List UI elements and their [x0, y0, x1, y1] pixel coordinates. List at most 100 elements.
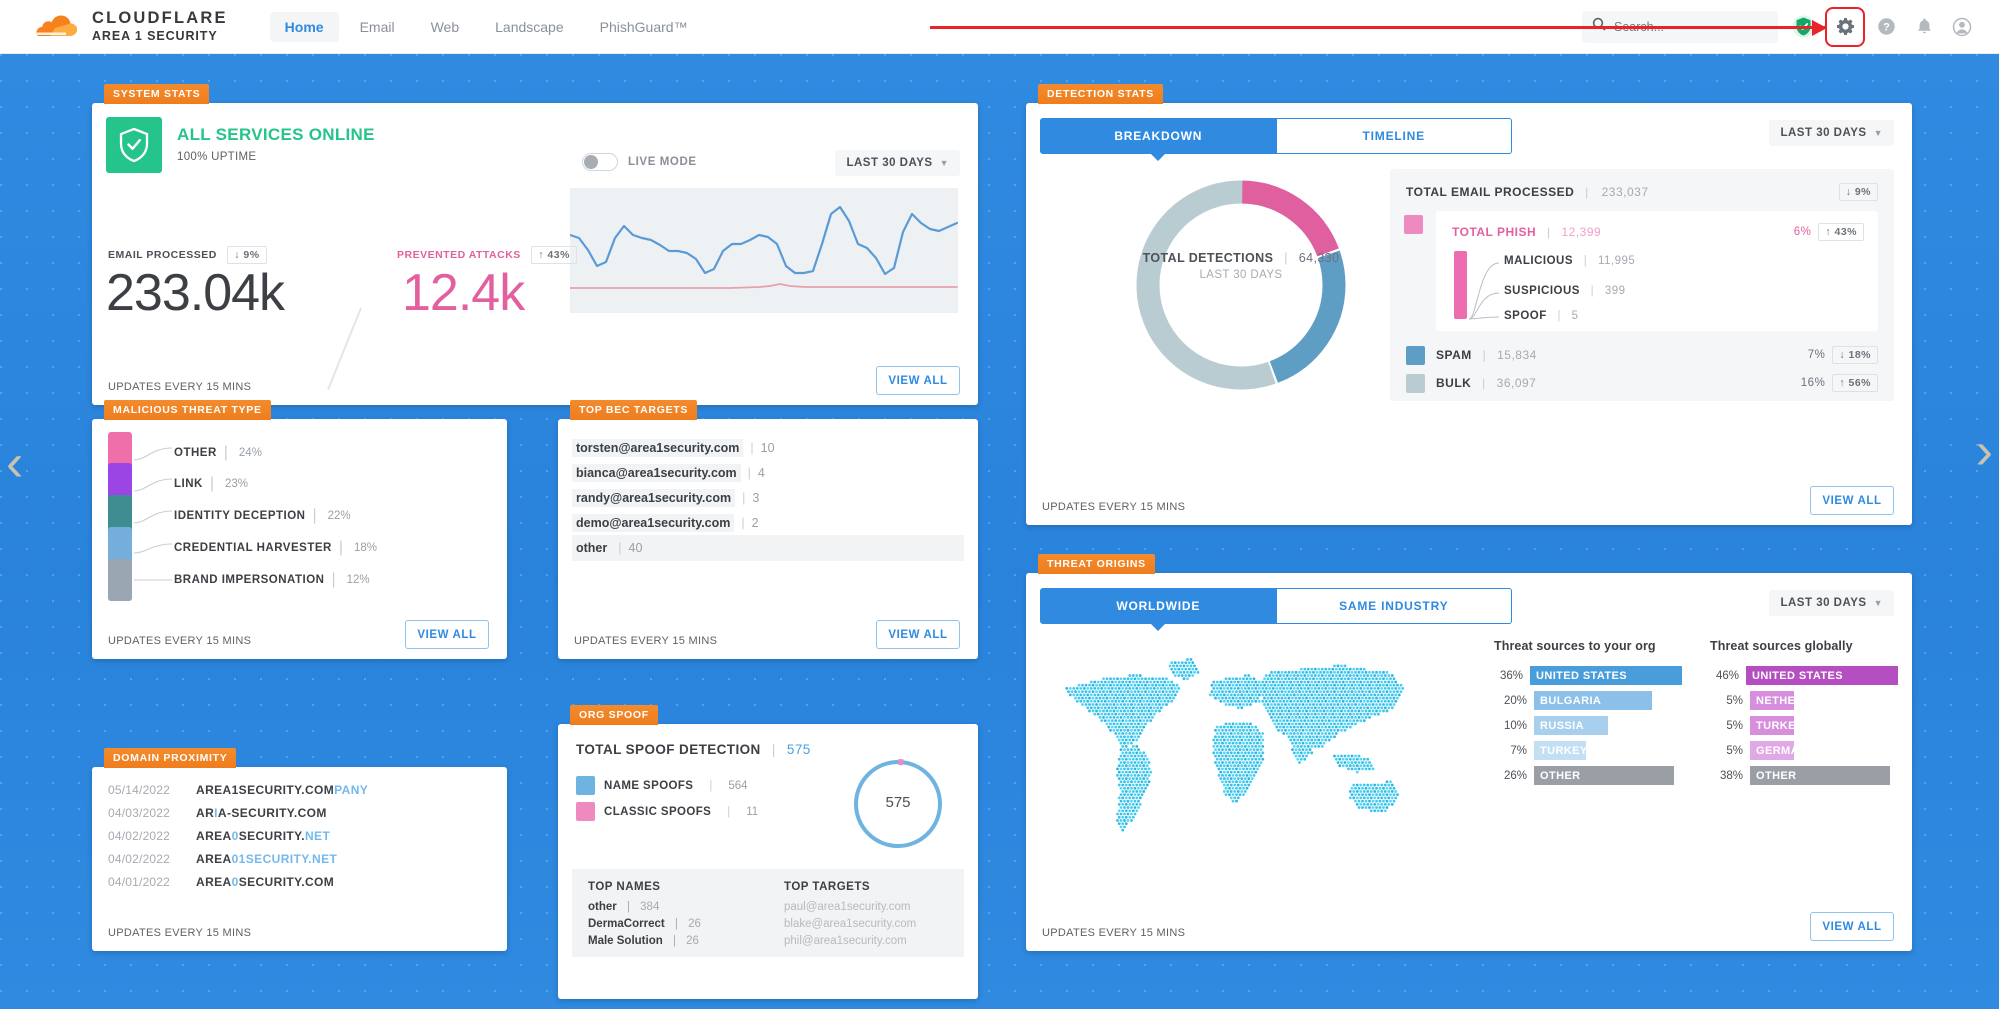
live-mode-control[interactable]: LIVE MODE: [582, 153, 697, 171]
top-target-item: blake@area1security.com: [784, 918, 917, 930]
system-stats-card: SYSTEM STATS ALL SERVICES ONLINE 100% UP…: [92, 84, 978, 405]
detection-stats-donut-chart: [1131, 175, 1351, 395]
gear-icon[interactable]: [1825, 6, 1865, 47]
top-names-header: TOP NAMES: [588, 881, 661, 893]
domain-proximity-row[interactable]: 05/14/2022 AREA1SECURITY.COMPANY: [108, 783, 368, 797]
carousel-prev-arrow[interactable]: ‹: [6, 434, 24, 492]
bulk-delta-badge: ↑ 56%: [1832, 374, 1878, 392]
tab-worldwide[interactable]: WORLDWIDE: [1040, 588, 1277, 631]
threat-origins-range-dropdown[interactable]: LAST 30 DAYS ▼: [1769, 590, 1894, 616]
malicious-threat-type-view-all-button[interactable]: VIEW ALL: [405, 620, 489, 649]
threat-source-bar: BULGARIA: [1534, 691, 1652, 710]
phish-child-spoof: SPOOF | 5: [1504, 310, 1579, 322]
threat-source-pct: 5%: [1726, 719, 1743, 732]
top-bec-targets-tag: TOP BEC TARGETS: [570, 400, 698, 420]
bec-target-row[interactable]: torsten@area1security.com | 10: [572, 435, 964, 461]
domain-date: 04/03/2022: [108, 806, 171, 820]
cloudflare-cloud-icon: [26, 12, 82, 42]
total-spoof-detection-title: TOTAL SPOOF DETECTION | 575: [576, 742, 811, 757]
spoof-legend-value: 11: [746, 805, 759, 818]
threat-source-row[interactable]: 20% BULGARIA: [1494, 690, 1682, 711]
bulk-pct: 16%: [1800, 377, 1826, 389]
threat-source-row[interactable]: 46% UNITED STATES: [1710, 665, 1898, 686]
brand-logo[interactable]: CLOUDFLARE AREA 1 SECURITY: [26, 9, 228, 43]
threat-source-row[interactable]: 7% TURKEY: [1494, 740, 1682, 761]
email-processed-delta-badge: ↓ 9%: [227, 246, 267, 264]
org-spoof-card: ORG SPOOF TOTAL SPOOF DETECTION | 575 NA…: [558, 705, 978, 999]
bec-target-row[interactable]: randy@area1security.com | 3: [572, 485, 964, 511]
threat-source-pct: 46%: [1715, 669, 1740, 682]
nav-item-phishguard[interactable]: PhishGuard™: [599, 18, 688, 35]
domain-proximity-row[interactable]: 04/03/2022 ARIA-SECURITY.COM: [108, 806, 327, 820]
bec-target-email: torsten@area1security.com: [572, 439, 744, 457]
domain-proximity-tag: DOMAIN PROXIMITY: [104, 748, 237, 768]
threat-origins-view-all-button[interactable]: VIEW ALL: [1810, 912, 1894, 941]
tab-same-industry[interactable]: SAME INDUSTRY: [1276, 588, 1512, 624]
prevented-attacks-delta-badge: ↑ 43%: [531, 246, 577, 264]
domain-proximity-row[interactable]: 04/02/2022 AREA0SECURITY.NET: [108, 829, 330, 843]
threat-source-row[interactable]: 5% NETHERLANDS: [1710, 690, 1898, 711]
threat-source-row[interactable]: 38% OTHER: [1710, 765, 1898, 786]
nav-item-home[interactable]: Home: [269, 11, 339, 42]
domain-name: AREA0SECURITY.NET: [196, 829, 331, 843]
top-target-item: phil@area1security.com: [784, 935, 907, 947]
detection-row-bulk[interactable]: BULK | 36,097 16% ↑ 56%: [1406, 371, 1878, 395]
total-phish-pct: 6%: [1793, 226, 1812, 238]
spoof-legend-value: 564: [728, 779, 748, 792]
domain-proximity-row[interactable]: 04/01/2022 AREA0SECURITY.COM: [108, 875, 334, 889]
tab-breakdown[interactable]: BREAKDOWN: [1040, 118, 1277, 161]
nav-item-landscape[interactable]: Landscape: [495, 18, 564, 35]
chevron-down-icon: ▼: [939, 158, 949, 168]
phish-proportion-bar: [1454, 251, 1467, 319]
bec-target-row[interactable]: bianca@area1security.com | 4: [572, 460, 964, 486]
threat-type-label: IDENTITY DECEPTION: [174, 510, 306, 522]
threat-source-pct: 5%: [1726, 744, 1743, 757]
bec-target-row[interactable]: other | 40: [572, 535, 964, 561]
bec-target-row[interactable]: demo@area1security.com | 2: [572, 510, 964, 536]
top-name-item: other | 384: [588, 901, 660, 913]
threat-type-row[interactable]: BRAND IMPERSONATION | 12%: [108, 559, 370, 601]
threat-source-pct: 5%: [1726, 694, 1743, 707]
malicious-threat-type-card: MALICIOUS THREAT TYPE OTHER | 24% LINK |…: [92, 400, 507, 659]
detection-row-spam[interactable]: SPAM | 15,834 7% ↓ 18%: [1406, 343, 1878, 367]
system-stats-tag: SYSTEM STATS: [104, 84, 210, 104]
nav-item-web[interactable]: Web: [430, 18, 460, 35]
help-icon[interactable]: ?: [1869, 10, 1903, 44]
threat-source-bar: NETHERLANDS: [1750, 691, 1843, 710]
bec-target-count: 40: [628, 541, 643, 555]
total-email-processed-row: TOTAL EMAIL PROCESSED | 233,037 ↓ 9%: [1406, 183, 1878, 201]
system-stats-range-dropdown[interactable]: LAST 30 DAYS ▼: [835, 150, 960, 176]
bec-target-count: 10: [760, 441, 775, 455]
spam-pct: 7%: [1807, 349, 1826, 361]
system-stats-view-all-button[interactable]: VIEW ALL: [876, 366, 960, 395]
nav-item-email[interactable]: Email: [359, 18, 395, 35]
domain-proximity-row[interactable]: 04/02/2022 AREA01SECURITY.NET: [108, 852, 337, 866]
service-status-icon: [106, 117, 162, 173]
threat-type-label: BRAND IMPERSONATION: [174, 574, 325, 586]
threat-source-row[interactable]: 26% OTHER: [1494, 765, 1682, 786]
bell-icon[interactable]: [1907, 10, 1941, 44]
threat-type-label: LINK: [174, 478, 203, 490]
detection-stats-view-all-button[interactable]: VIEW ALL: [1810, 486, 1894, 515]
carousel-next-arrow[interactable]: ›: [1975, 422, 1993, 480]
bec-target-count: 3: [752, 491, 760, 505]
live-mode-toggle[interactable]: [582, 153, 618, 171]
account-icon[interactable]: [1945, 10, 1979, 44]
spoof-legend-swatch: [576, 776, 595, 795]
bec-target-email: demo@area1security.com: [572, 514, 735, 532]
bec-target-email: randy@area1security.com: [572, 489, 736, 507]
threat-source-row[interactable]: 5% TURKEY: [1710, 715, 1898, 736]
chevron-down-icon: ▼: [1873, 128, 1883, 138]
tab-timeline[interactable]: TIMELINE: [1276, 118, 1512, 154]
top-bec-targets-view-all-button[interactable]: VIEW ALL: [876, 620, 960, 649]
system-stats-updates-label: UPDATES EVERY 15 MINS: [108, 381, 252, 393]
threat-source-row[interactable]: 36% UNITED STATES: [1494, 665, 1682, 686]
detection-stats-range-dropdown[interactable]: LAST 30 DAYS ▼: [1769, 120, 1894, 146]
total-phish-box[interactable]: TOTAL PHISH | 12,399 6% ↑ 43% MALICIOUS …: [1436, 211, 1878, 331]
metric-divider: [327, 307, 362, 390]
threat-source-bar: UNITED STATES: [1746, 666, 1898, 685]
email-processed-label: EMAIL PROCESSED ↓ 9%: [108, 246, 267, 264]
detection-stats-tabs: BREAKDOWN TIMELINE: [1040, 118, 1512, 161]
threat-source-row[interactable]: 10% RUSSIA: [1494, 715, 1682, 736]
threat-source-row[interactable]: 5% GERMANY: [1710, 740, 1898, 761]
